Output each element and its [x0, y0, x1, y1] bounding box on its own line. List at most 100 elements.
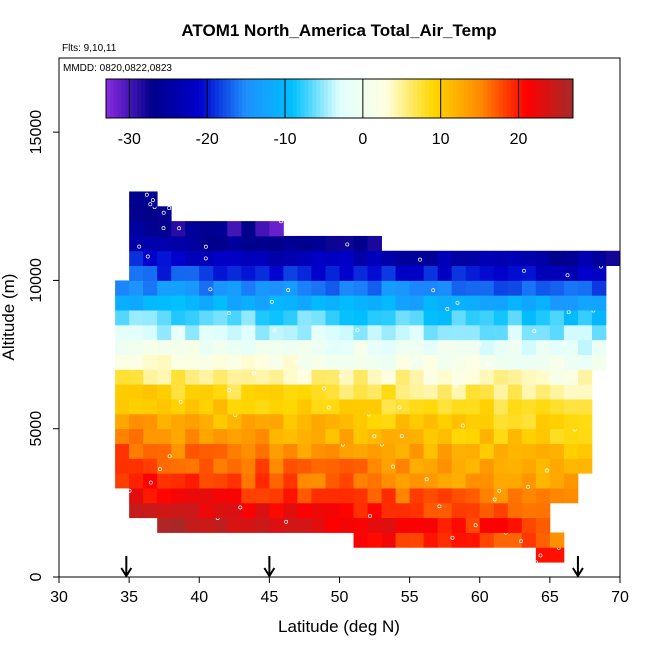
heatmap-cell: [451, 517, 467, 533]
colorbar-segment: [343, 79, 348, 118]
heatmap-cell: [479, 532, 495, 548]
heatmap-cell: [311, 235, 326, 252]
heatmap-cell: [311, 428, 326, 444]
obs-point: [326, 344, 331, 349]
heatmap-cell: [381, 250, 396, 266]
heatmap-cell: [353, 250, 368, 266]
colorbar-segment: [199, 79, 204, 118]
obs-point: [150, 198, 155, 203]
heatmap-cell: [185, 295, 200, 311]
heatmap-cell: [297, 324, 312, 341]
heatmap-cell: [367, 488, 382, 504]
heatmap-cell: [297, 458, 312, 474]
obs-point: [338, 374, 343, 379]
heatmap-cell: [493, 502, 509, 519]
heatmap-cell: [339, 265, 354, 281]
colorbar-segment: [499, 79, 504, 118]
obs-point: [497, 488, 502, 493]
heatmap-cell: [535, 324, 551, 341]
heatmap-cell: [185, 310, 200, 326]
heatmap-cell: [549, 443, 565, 459]
heatmap-cell: [577, 428, 593, 444]
heatmap-cell: [395, 384, 411, 400]
heatmap-cell: [129, 206, 144, 222]
heatmap-cells: [115, 191, 621, 565]
heatmap-cell: [255, 265, 270, 281]
heatmap-cell: [409, 310, 425, 326]
heatmap-cell: [507, 532, 523, 548]
heatmap-cell: [409, 502, 425, 519]
heatmap-cell: [353, 488, 368, 504]
heatmap-cell: [213, 250, 228, 266]
obs-point: [145, 254, 150, 259]
heatmap-cell: [549, 369, 565, 385]
heatmap-cell: [577, 399, 593, 415]
heatmap-cell: [297, 413, 312, 430]
colorbar-segment: [226, 79, 232, 118]
colorbar-segment: [281, 79, 286, 118]
heatmap-cell: [493, 428, 509, 444]
colorbar: [105, 78, 574, 119]
heatmap-cell: [465, 324, 481, 341]
heatmap-cell: [507, 428, 523, 444]
obs-point: [144, 192, 149, 197]
heatmap-cell: [493, 488, 509, 504]
obs-point: [397, 405, 402, 410]
heatmap-cell: [353, 517, 368, 533]
heatmap-cell: [325, 517, 340, 533]
heatmap-cell: [507, 354, 523, 370]
colorbar-segment: [378, 79, 383, 118]
heatmap-cell: [297, 369, 312, 385]
heatmap-cell: [255, 399, 270, 415]
heatmap-cell: [437, 310, 453, 326]
heatmap-cell: [213, 384, 228, 400]
heatmap-cell: [577, 265, 593, 281]
heatmap-cell: [549, 473, 565, 489]
obs-point: [522, 268, 526, 273]
heatmap-cell: [479, 280, 495, 296]
heatmap-cell: [465, 502, 481, 519]
heatmap-cell: [241, 488, 256, 504]
heatmap-cell: [353, 310, 368, 326]
heatmap-cell: [129, 339, 144, 355]
obs-point: [167, 206, 172, 211]
heatmap-cell: [479, 443, 495, 459]
colorbar-segment: [242, 79, 247, 118]
heatmap-cell: [521, 384, 537, 400]
heatmap-cell: [507, 280, 523, 296]
heatmap-cell: [353, 339, 368, 355]
heatmap-cell: [143, 250, 158, 266]
heatmap-cell: [353, 428, 368, 444]
colorbar-segment: [113, 79, 119, 118]
obs-point: [286, 288, 291, 292]
heatmap-cell: [479, 399, 495, 415]
heatmap-cell: [423, 250, 439, 266]
heatmap-cell: [549, 339, 565, 355]
heatmap-cell: [381, 413, 396, 430]
heatmap-cell: [381, 280, 396, 296]
heatmap-cell: [157, 339, 172, 355]
heatmap-cell: [325, 458, 340, 474]
heatmap-cell: [311, 443, 326, 459]
heatmap-cell: [521, 324, 537, 341]
heatmap-cell: [283, 384, 298, 400]
heatmap-cell: [241, 324, 256, 341]
heatmap-cell: [115, 369, 130, 385]
heatmap-cell: [423, 369, 439, 385]
heatmap-cell: [479, 473, 495, 489]
heatmap-cell: [409, 324, 425, 341]
heatmap-cell: [325, 369, 340, 385]
heatmap-cell: [171, 369, 186, 385]
heatmap-cell: [479, 369, 495, 385]
heatmap-cell: [395, 473, 411, 489]
heatmap-cell: [115, 428, 130, 444]
heatmap-cell: [297, 384, 312, 400]
heatmap-cell: [549, 324, 565, 341]
obs-point: [148, 202, 153, 207]
heatmap-cell: [465, 310, 481, 326]
heatmap-cell: [591, 280, 607, 296]
heatmap-cell: [283, 369, 298, 385]
heatmap-cell: [409, 413, 425, 430]
heatmap-cell: [213, 443, 228, 459]
